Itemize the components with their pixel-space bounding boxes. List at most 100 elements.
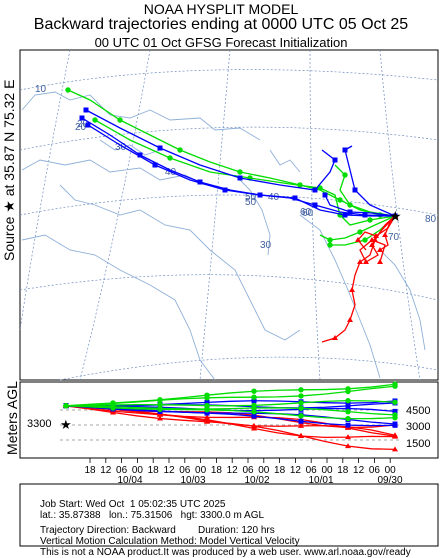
lat-label: 40 [268, 192, 280, 203]
blue-traj-3-marker [157, 145, 163, 151]
blue-traj-3-marker [83, 107, 89, 113]
red-traj-3-marker [355, 237, 361, 242]
grid-line [19, 126, 439, 151]
coastline [99, 139, 161, 156]
lon-label: 40 [165, 167, 177, 178]
v-red-traj-marker [392, 446, 398, 452]
lat-label: 50 [245, 192, 257, 203]
v-red-traj-marker [204, 414, 210, 420]
blue-traj-4-marker [342, 147, 348, 153]
v-red-traj-marker [157, 415, 163, 421]
y-tick-label: 1500 [406, 438, 430, 450]
v-green-traj-marker [345, 415, 351, 422]
x-tick-label: 00 [195, 465, 207, 476]
v-green-traj-marker [251, 405, 257, 411]
blue-traj-1-marker [79, 115, 85, 121]
grid-line [309, 49, 321, 381]
v-green-traj-marker [345, 397, 351, 404]
blue-traj-1-marker [362, 212, 368, 218]
green-traj-5-marker [347, 202, 353, 208]
v-green-traj-marker [298, 413, 304, 419]
v-red-traj-marker [345, 434, 351, 440]
x-tick-label: 00 [258, 465, 270, 476]
grid-line [199, 49, 231, 381]
green-traj-2-marker [317, 185, 323, 191]
lon-label: 30 [115, 142, 127, 153]
title-model: NOAA HYSPLIT MODEL [143, 1, 299, 17]
green-traj-5-marker [342, 172, 348, 178]
v-blue-traj-marker [345, 405, 351, 411]
x-tick-label: 18 [337, 465, 349, 476]
blue-traj-2-marker [292, 195, 298, 201]
red-traj-2-marker [369, 242, 375, 247]
v-green-traj [65, 405, 396, 420]
coastline [234, 174, 271, 256]
v-green-traj-marker [392, 399, 398, 405]
green-traj-3-marker [327, 237, 333, 243]
v-green-traj-marker [298, 387, 304, 393]
red-traj-1-marker [332, 335, 338, 340]
grid-line [19, 194, 439, 216]
v-green-traj [65, 400, 396, 407]
blue-traj-3-marker [332, 157, 338, 163]
info-frame [19, 483, 439, 547]
v-green-traj-marker [157, 406, 163, 413]
v-red-traj-marker [298, 422, 304, 428]
v-blue-traj [65, 405, 396, 427]
green-traj-4-marker [327, 242, 333, 248]
green-traj-3-marker [357, 229, 363, 235]
x-tick-label: 12 [353, 465, 365, 476]
grid-line [19, 69, 439, 91]
grid-line [79, 49, 151, 381]
green-traj-1-marker [237, 169, 243, 175]
x-tick-label: 06 [179, 465, 191, 476]
red-traj-2-marker [377, 259, 383, 264]
date-label: 10/03 [180, 475, 205, 486]
v-red-traj-marker [345, 443, 351, 449]
lat-label: 20 [77, 119, 89, 130]
v-red-traj-marker [392, 433, 398, 439]
x-tick-label: 06 [116, 465, 128, 476]
green-traj-1-marker [337, 197, 343, 203]
coastline [21, 234, 216, 381]
red-traj-2-marker [363, 259, 369, 264]
info-job-start: Job Start: Wed Oct 1 05:02:35 UTC 2025 [40, 499, 226, 510]
x-tick-label: 00 [321, 465, 333, 476]
v-blue-traj-marker [392, 408, 398, 414]
v-red-traj-marker [251, 422, 257, 428]
lon-label: 50 [245, 197, 257, 208]
coastline [21, 159, 206, 186]
v-green-traj-marker [63, 403, 69, 409]
blue-traj-2 [87, 124, 395, 217]
red-traj-1-marker [347, 317, 353, 322]
y-tick-label: 4500 [406, 405, 430, 417]
blue-traj-5-marker [347, 209, 353, 215]
blue-traj-5-marker [322, 192, 328, 198]
y-left-label: 3300 [27, 418, 51, 430]
blue-traj-2-marker [222, 187, 228, 193]
x-tick-label: 18 [274, 465, 286, 476]
x-tick-label: 06 [242, 465, 254, 476]
x-ticks: 18 12 06 00 18 12 06 00 18 12 06 00 18 12 06 00 18 12 06 00… [84, 458, 403, 486]
v-red-traj-marker [298, 433, 304, 439]
v-blue-traj-marker [251, 413, 257, 419]
v-green-traj-marker [345, 408, 351, 415]
lat-label: 30 [260, 240, 272, 251]
blue-traj-1-marker [137, 152, 143, 158]
info-coords: lat.: 35.87388 lon.: 75.31506 hgt: 3300.… [40, 510, 265, 521]
green-traj-1-marker [117, 117, 123, 123]
red-traj-4-marker [382, 232, 388, 237]
lon-label: 70 [388, 232, 400, 243]
blue-traj-1-marker [312, 202, 318, 208]
lat-label: 60 [300, 207, 312, 218]
v-green-traj-marker [298, 393, 304, 399]
date-label: 10/01 [308, 475, 333, 486]
v-green-traj [65, 385, 396, 407]
x-tick-label: 06 [369, 465, 381, 476]
y-ticks: 4500 3000 1500 3300 [27, 405, 430, 450]
x-tick-label: 06 [306, 465, 318, 476]
title-main: Backward trajectories ending at 0000 UTC… [33, 16, 409, 33]
blue-traj-4-marker [352, 187, 358, 193]
coastline [59, 184, 301, 341]
